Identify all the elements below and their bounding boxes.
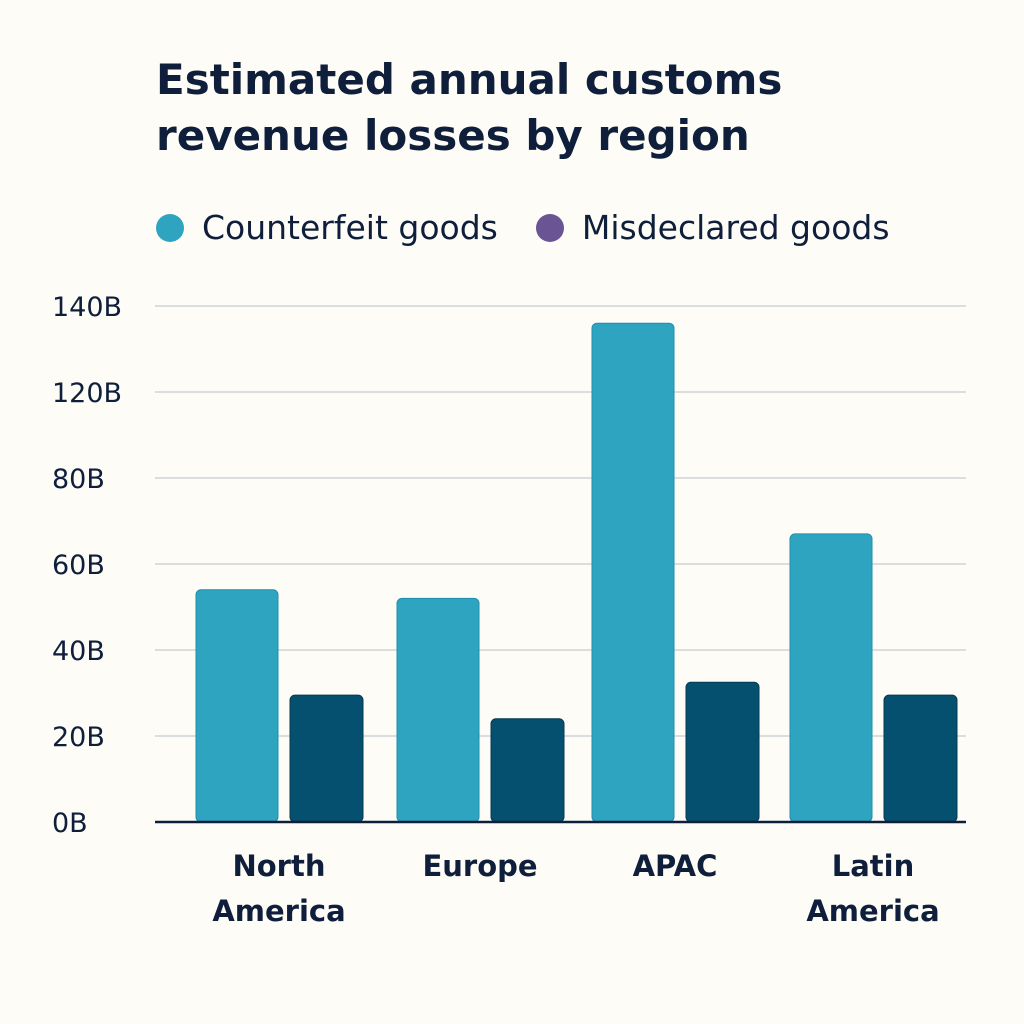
x-tick-label: America (212, 894, 345, 928)
y-tick-label: 60B (52, 550, 105, 581)
y-tick-label: 20B (52, 722, 105, 753)
legend-marker-counterfeit (156, 213, 184, 242)
bar-misdeclared (883, 694, 958, 823)
x-tick-label: America (806, 894, 939, 928)
bar-counterfeit (591, 322, 675, 823)
bar-counterfeit (195, 589, 279, 823)
legend-label-counterfeit: Counterfeit goods (202, 208, 498, 247)
x-tick-label: North (232, 849, 325, 883)
chart-title: Estimated annual customs revenue losses … (156, 55, 783, 160)
x-tick-label: Europe (422, 849, 537, 883)
legend-item-misdeclared: Misdeclared goods (535, 208, 890, 247)
y-tick-label: 40B (52, 636, 105, 667)
x-tick-label: APAC (633, 849, 718, 883)
y-tick-label: 140B (52, 292, 122, 323)
bar-misdeclared (289, 694, 364, 823)
x-tick-label: Latin (832, 849, 915, 883)
legend: Counterfeit goods Misdeclared goods (156, 208, 928, 247)
legend-label-misdeclared: Misdeclared goods (581, 208, 890, 247)
bar-counterfeit (396, 597, 480, 823)
bar-misdeclared (490, 718, 565, 823)
legend-marker-misdeclared (535, 213, 564, 242)
y-tick-label: 120B (52, 378, 122, 409)
y-tick-label: 80B (52, 464, 105, 495)
bar-misdeclared (685, 681, 760, 823)
y-tick-label: 0B (52, 808, 88, 839)
bar-counterfeit (789, 533, 873, 823)
legend-item-counterfeit: Counterfeit goods (156, 208, 498, 247)
